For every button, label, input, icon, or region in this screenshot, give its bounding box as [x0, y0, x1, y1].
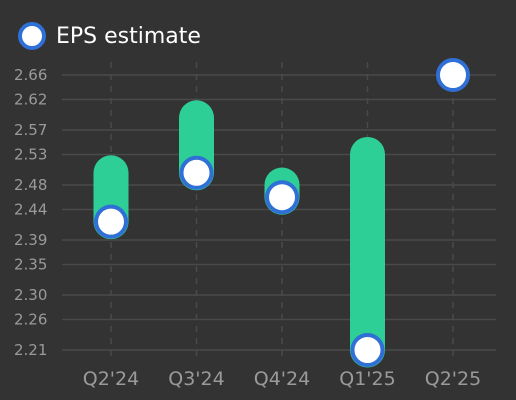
y-tick-label: 2.66: [14, 66, 47, 84]
legend: EPS estimate: [18, 18, 201, 54]
y-tick-label: 2.62: [14, 90, 47, 108]
eps-estimate-point: [94, 204, 128, 239]
y-tick-label: 2.44: [14, 200, 47, 218]
eps-estimate-point: [436, 58, 470, 92]
y-tick-label: 2.30: [14, 286, 47, 304]
x-tick-label: Q4'24: [254, 368, 310, 390]
legend-marker-icon: [18, 22, 46, 50]
x-tick-label: Q1'25: [339, 368, 395, 390]
range-bar: [350, 136, 385, 368]
eps-estimate-point: [265, 180, 299, 215]
eps-estimate-point: [350, 333, 385, 367]
y-tick-label: 2.26: [14, 310, 47, 328]
y-tick-label: 2.35: [14, 255, 47, 273]
legend-label: EPS estimate: [56, 23, 201, 49]
y-tick-label: 2.48: [14, 176, 47, 194]
x-tick-label: Q3'24: [168, 368, 224, 390]
y-tick-label: 2.53: [14, 145, 47, 163]
eps-estimate-point: [179, 155, 214, 190]
x-tick-label: Q2'25: [425, 368, 481, 390]
y-tick-label: 2.21: [14, 341, 47, 359]
x-tick-label: Q2'24: [83, 368, 139, 390]
y-tick-label: 2.57: [14, 121, 47, 139]
y-tick-label: 2.39: [14, 231, 47, 249]
